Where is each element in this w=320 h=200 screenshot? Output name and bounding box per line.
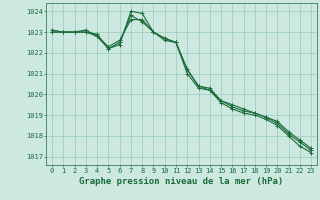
X-axis label: Graphe pression niveau de la mer (hPa): Graphe pression niveau de la mer (hPa) — [79, 177, 284, 186]
